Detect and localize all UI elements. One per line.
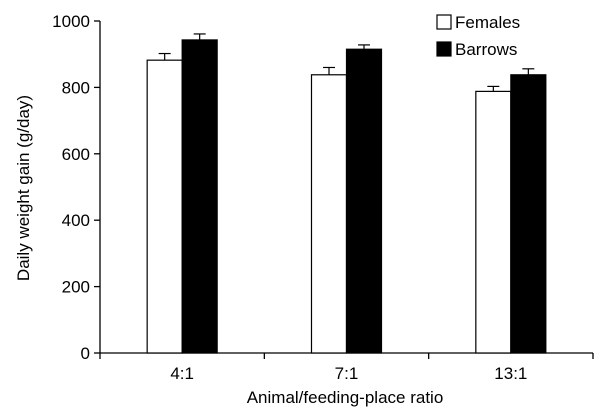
y-tick-label: 800 bbox=[62, 78, 90, 97]
y-axis-title: Daily weight gain (g/day) bbox=[14, 95, 33, 281]
bar bbox=[146, 59, 183, 354]
legend-label: Females bbox=[455, 13, 520, 32]
error-bars bbox=[158, 33, 535, 92]
legend: Females Barrows bbox=[436, 13, 520, 59]
y-tick-label: 200 bbox=[62, 278, 90, 297]
x-tick-label: 7:1 bbox=[335, 364, 359, 383]
y-axis-ticks: 0 200 400 600 800 1000 bbox=[52, 12, 100, 363]
bar bbox=[475, 90, 512, 354]
legend-swatch bbox=[436, 14, 452, 30]
bars bbox=[146, 39, 547, 354]
y-tick-label: 600 bbox=[62, 145, 90, 164]
x-axis-ticks: 4:1 7:1 13:1 bbox=[99, 353, 594, 383]
bar bbox=[345, 48, 383, 354]
x-axis-title: Animal/feeding-place ratio bbox=[247, 388, 444, 407]
y-tick-label: 400 bbox=[62, 211, 90, 230]
x-tick-label: 4:1 bbox=[170, 364, 194, 383]
y-tick-label: 1000 bbox=[52, 12, 90, 31]
legend-label: Barrows bbox=[455, 40, 517, 59]
y-tick-label: 0 bbox=[81, 344, 90, 363]
bar bbox=[510, 74, 547, 354]
x-tick-label: 13:1 bbox=[494, 364, 527, 383]
bar bbox=[310, 74, 348, 354]
legend-swatch bbox=[436, 41, 452, 57]
bar bbox=[181, 39, 218, 354]
